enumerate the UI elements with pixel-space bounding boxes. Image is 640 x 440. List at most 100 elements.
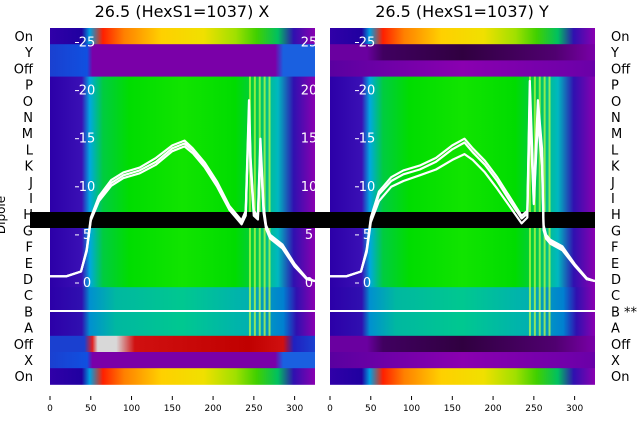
heatmap-row (50, 271, 315, 288)
x-ticks: 0 50 100 150 200 250 300 (47, 396, 303, 414)
x-tick-label: 300 (286, 404, 303, 414)
x-tick-label: 250 (525, 404, 542, 414)
overlay-yticks: 0 5 10 15 20 25 (355, 36, 376, 291)
overlay-tick-label: 20 (359, 84, 376, 99)
row-label: K (611, 160, 620, 175)
row-label: Y (24, 46, 33, 61)
heatmap-streak (548, 76, 551, 336)
row-label: O (23, 95, 33, 110)
heatmap-row (330, 352, 595, 369)
x-tick-label: 150 (444, 404, 461, 414)
x-ticks: 0 50 100 150 200 250 300 (327, 396, 583, 414)
row-label: On (15, 30, 33, 45)
heatmap-row (330, 271, 595, 288)
x-tick-label: 200 (484, 404, 501, 414)
row-label: C (24, 289, 33, 304)
row-label: D (23, 273, 33, 288)
x-tick-label: 50 (85, 404, 97, 414)
row-label: L (26, 143, 34, 158)
row-label: On (611, 370, 629, 385)
heatmap-streak (543, 76, 546, 336)
overlay-tick-label: 15 (359, 132, 376, 147)
overlay-tick-label: 10 (79, 180, 96, 195)
row-label: P (25, 79, 33, 94)
overlay-lines (330, 79, 596, 283)
panel-title: 26.5 (HexS1=1037) X (95, 2, 270, 21)
heatmap-row (330, 109, 595, 126)
row-label: N (23, 111, 33, 126)
heatmap-row (50, 157, 315, 175)
separator-line (310, 310, 595, 312)
mask-band (30, 212, 315, 228)
row-label: J (610, 176, 615, 191)
overlay-tick-label-right: 10 (301, 180, 318, 195)
row-label: On (15, 370, 33, 385)
heatmap-row (330, 28, 595, 45)
separator-line (30, 310, 315, 312)
overlay-tick-label-right: 25 (301, 36, 318, 51)
heatmap-streak (253, 76, 256, 336)
panel-x: 26.5 (HexS1=1037) X 0 0 5 5 10 10 15 15 20 20 25 25… (14, 2, 317, 414)
heatmap-row (50, 335, 315, 353)
x-tick-label: 250 (245, 404, 262, 414)
series-line (50, 113, 316, 283)
row-label: Off (611, 62, 631, 77)
heatmap-row (50, 76, 315, 94)
row-label: A (24, 322, 33, 337)
heatmap-row (50, 60, 315, 77)
x-tick-label: 100 (403, 404, 420, 414)
heatmap-row (50, 287, 315, 304)
x-tick-label: 300 (566, 404, 583, 414)
heatmap-streak (533, 76, 536, 336)
heatmap-row (330, 238, 595, 256)
mask-band (310, 212, 595, 228)
overlay-tick-label: 5 (83, 228, 91, 243)
row-label: B (24, 305, 33, 320)
row-label: P (611, 79, 619, 94)
overlay-tick-label: 25 (359, 36, 376, 51)
overlay-tick-label: 20 (79, 84, 96, 99)
row-label: Off (611, 338, 631, 353)
row-label: H (23, 208, 33, 223)
heatmap-row (50, 190, 315, 207)
series-line (330, 108, 596, 283)
row-label: D (611, 273, 621, 288)
heatmap-streak (538, 76, 541, 336)
row-label: L (611, 143, 619, 158)
overlay-tick-label: 25 (79, 36, 96, 51)
overlay-tick-label-right: 0 (305, 276, 313, 291)
row-label: M (611, 127, 622, 142)
overlay-tick-label: 5 (363, 228, 371, 243)
x-tick-label: 200 (204, 404, 221, 414)
overlay-lines (50, 99, 316, 283)
heatmap-row (330, 60, 595, 77)
heatmap-row (50, 352, 315, 369)
heatmap-row (330, 157, 595, 175)
row-label: I (611, 192, 615, 207)
heatmap-row (330, 287, 595, 304)
overlay-tick-label: 15 (79, 132, 96, 147)
row-label: On (611, 30, 629, 45)
row-label: E (611, 257, 619, 272)
heatmap-row (330, 254, 595, 272)
overlay-tick-label: 0 (83, 276, 91, 291)
row-label: J (28, 176, 33, 191)
heatmap-row (330, 319, 595, 337)
x-tick-label: 0 (327, 404, 333, 414)
heatmap-streak (268, 76, 271, 336)
row-label: X (24, 354, 33, 369)
x-tick-label: 100 (123, 404, 140, 414)
row-label: M (22, 127, 33, 142)
heatmap-row (50, 44, 315, 61)
overlay-yticks: 0 0 5 5 10 10 15 15 20 20 25 25 (75, 36, 318, 291)
row-label: K (24, 160, 33, 175)
row-label: E (25, 257, 33, 272)
row-label: H (611, 208, 621, 223)
overlay-tick-label-right: 20 (301, 84, 318, 99)
heatmap-bands (30, 28, 315, 385)
row-label: A (611, 322, 620, 337)
row-label: I (29, 192, 33, 207)
heatmap-row (50, 319, 315, 337)
